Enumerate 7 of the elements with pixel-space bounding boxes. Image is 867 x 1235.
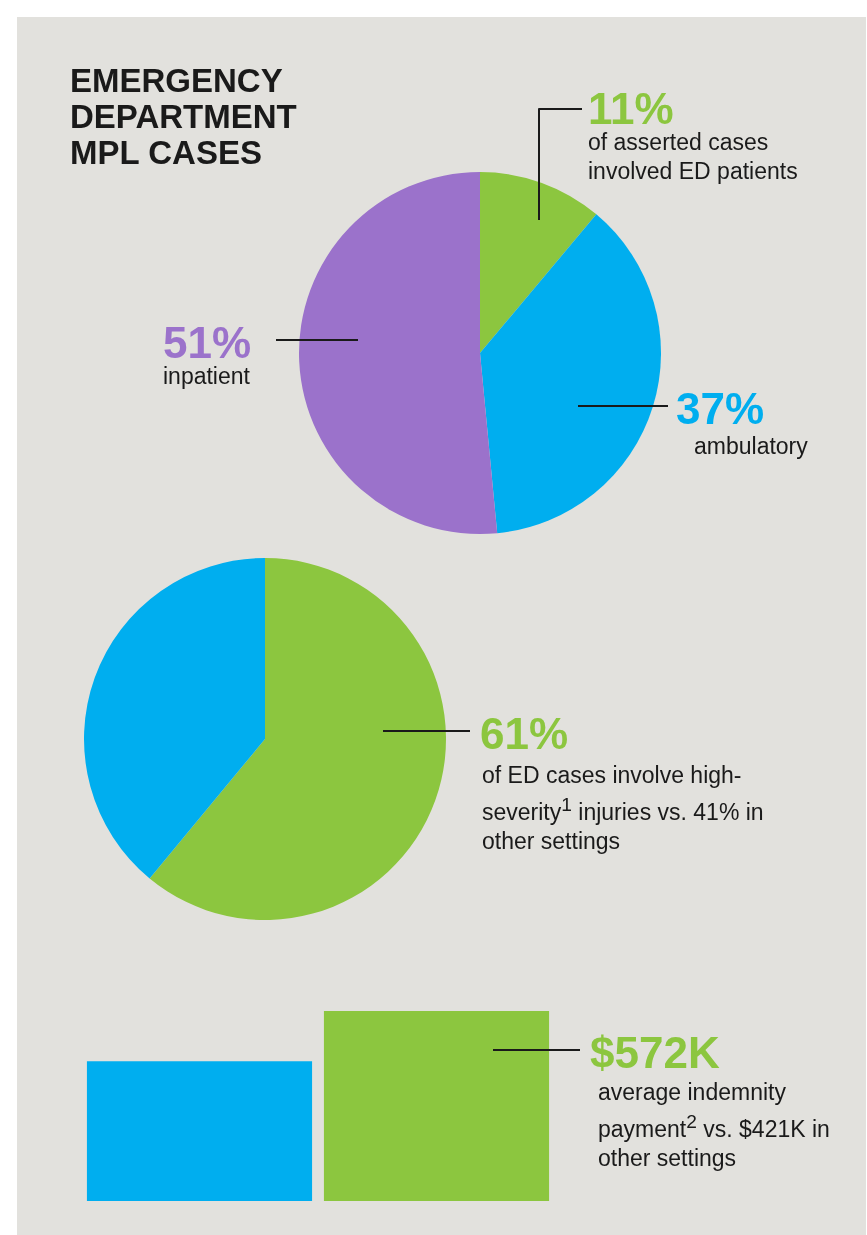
text: of ED cases involve high-severity$^{1}$ injuries vs. 41% in other settings [482, 761, 765, 856]
chart-title: EMERGENCY DEPARTMENT MPL CASES [70, 62, 298, 171]
data-label: $572K [590, 1028, 720, 1077]
text: average indemnity payment$^{2}$ vs. $421K in other settings [598, 1078, 831, 1173]
data-label: 61% [480, 709, 569, 758]
data-label: 37% [676, 384, 765, 433]
slice-label: ambulatory [694, 432, 809, 461]
